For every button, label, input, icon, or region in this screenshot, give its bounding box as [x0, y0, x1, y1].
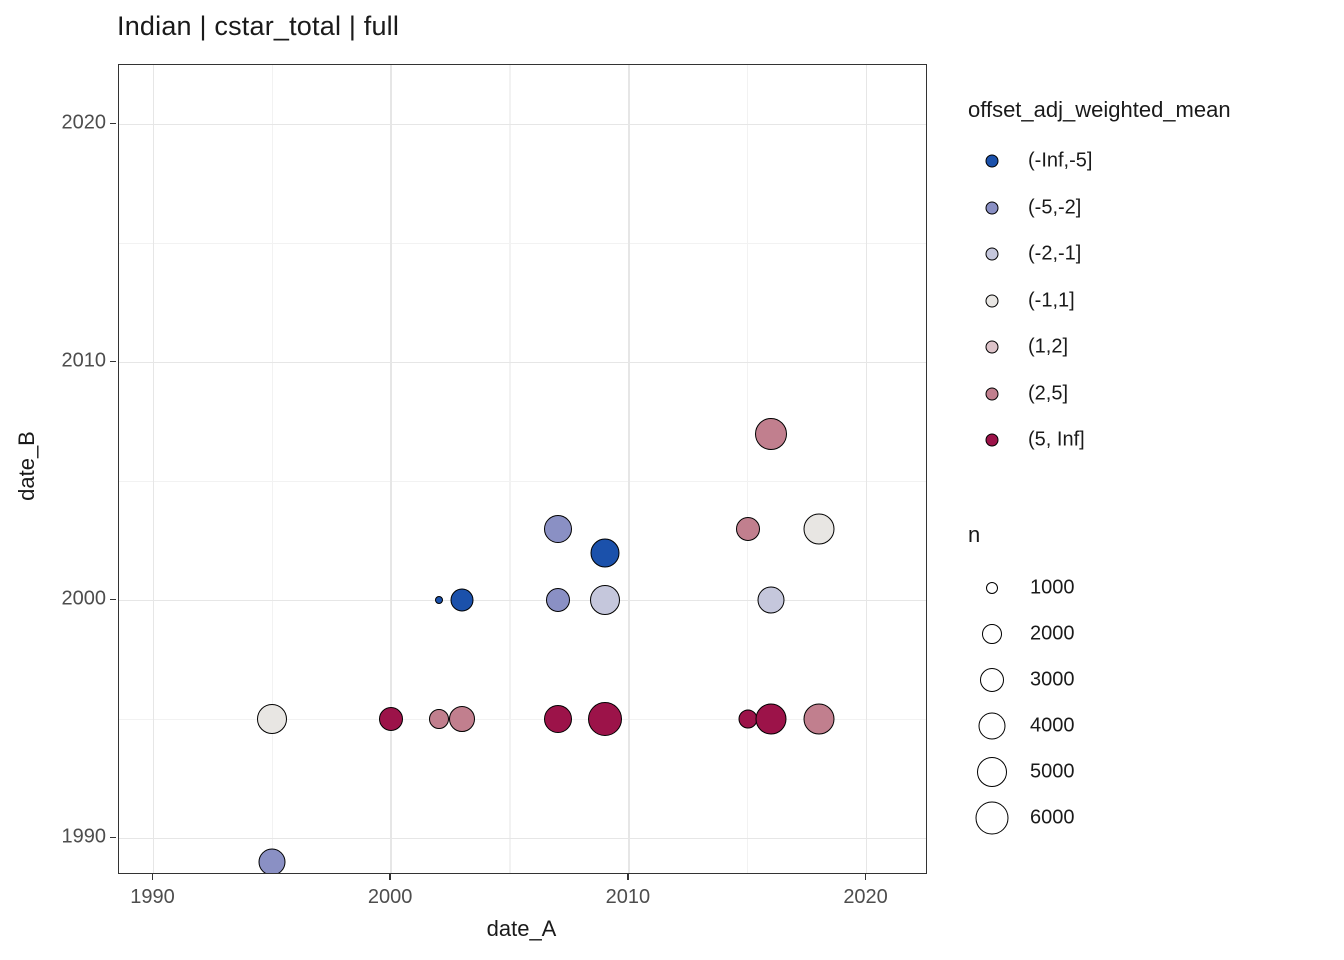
plot-panel — [118, 64, 927, 874]
color-legend-title: offset_adj_weighted_mean — [968, 97, 1231, 122]
data-point — [449, 706, 476, 733]
color-legend-label: (2,5] — [1028, 382, 1069, 404]
gridline-x-major — [865, 65, 868, 873]
size-legend-title: n — [968, 522, 981, 547]
data-point — [543, 705, 572, 734]
gridline-x-major — [152, 65, 155, 873]
x-axis-tick — [627, 873, 629, 880]
gridline-y-major — [119, 123, 926, 126]
data-point — [545, 588, 570, 613]
gridline-y-minor — [119, 242, 926, 245]
color-legend-label: (-1,1] — [1028, 289, 1075, 311]
x-tick-label: 2000 — [367, 886, 413, 908]
x-tick-label: 1990 — [130, 886, 175, 908]
data-point — [590, 538, 620, 568]
x-tick-label: 2020 — [843, 886, 888, 908]
x-axis-tick — [389, 873, 391, 880]
x-axis-title: date_A — [486, 916, 557, 941]
y-axis-title: date_B — [14, 431, 39, 501]
size-legend-label: 4000 — [1030, 714, 1075, 737]
color-legend-label: (1,2] — [1028, 335, 1069, 358]
data-point — [379, 707, 404, 732]
x-tick-label: 2010 — [605, 886, 651, 908]
size-legend-label: 5000 — [1030, 760, 1075, 783]
data-point — [428, 709, 449, 730]
color-legend-swatch — [985, 294, 999, 307]
color-legend-swatch — [985, 340, 999, 354]
size-legend-label: 2000 — [1030, 622, 1075, 645]
size-legend-label: 3000 — [1030, 668, 1075, 691]
size-legend-swatch — [977, 757, 1007, 787]
color-legend-swatch — [985, 433, 999, 447]
gridline-x-minor — [271, 65, 273, 873]
gridline-y-major — [119, 837, 926, 840]
size-legend-label: 1000 — [1030, 576, 1075, 599]
data-point — [543, 515, 572, 544]
y-axis-tick — [110, 122, 117, 125]
gridline-y-major — [119, 599, 926, 602]
size-legend-swatch — [978, 712, 1006, 740]
data-point — [434, 596, 443, 605]
gridline-y-minor — [119, 718, 926, 721]
gridline-x-minor — [747, 65, 749, 873]
gridline-y-minor — [119, 480, 926, 483]
color-legend-swatch — [985, 247, 999, 261]
color-legend-swatch — [985, 154, 999, 168]
y-tick-label: 2010 — [61, 349, 107, 372]
gridline-x-minor — [509, 65, 511, 873]
data-point — [803, 513, 835, 545]
y-axis-tick — [110, 360, 117, 363]
data-point — [755, 417, 788, 450]
y-tick-label: 1990 — [61, 825, 107, 848]
data-point — [757, 586, 785, 614]
size-legend-swatch — [975, 801, 1009, 835]
color-legend-swatch — [985, 387, 999, 400]
size-legend-swatch — [980, 668, 1004, 692]
gridline-y-major — [119, 361, 926, 364]
color-legend-label: (-5,-2] — [1028, 196, 1082, 218]
data-point — [258, 848, 286, 873]
size-legend-swatch — [986, 582, 998, 594]
color-legend-swatch — [985, 201, 999, 214]
y-tick-label: 2020 — [61, 111, 107, 134]
color-legend-label: (5, Inf] — [1028, 428, 1085, 451]
color-legend-label: (-Inf,-5] — [1028, 149, 1093, 172]
chart-title: Indian | cstar_total | full — [117, 11, 400, 41]
color-legend-label: (-2,-1] — [1028, 242, 1082, 265]
data-point — [590, 585, 621, 616]
data-point — [738, 709, 758, 729]
x-axis-tick — [864, 873, 867, 880]
data-point — [735, 517, 760, 542]
size-legend-swatch — [982, 624, 1002, 644]
y-axis-tick — [110, 836, 117, 839]
gridline-x-major — [628, 65, 630, 873]
y-tick-label: 2000 — [61, 587, 107, 610]
size-legend-label: 6000 — [1030, 806, 1075, 829]
x-axis-tick — [151, 873, 154, 880]
data-point — [803, 703, 835, 735]
gridline-x-major — [390, 65, 392, 873]
y-axis-tick — [110, 598, 117, 601]
data-point — [257, 704, 288, 735]
data-point — [450, 588, 474, 612]
data-point — [588, 702, 623, 737]
data-point — [755, 703, 787, 735]
